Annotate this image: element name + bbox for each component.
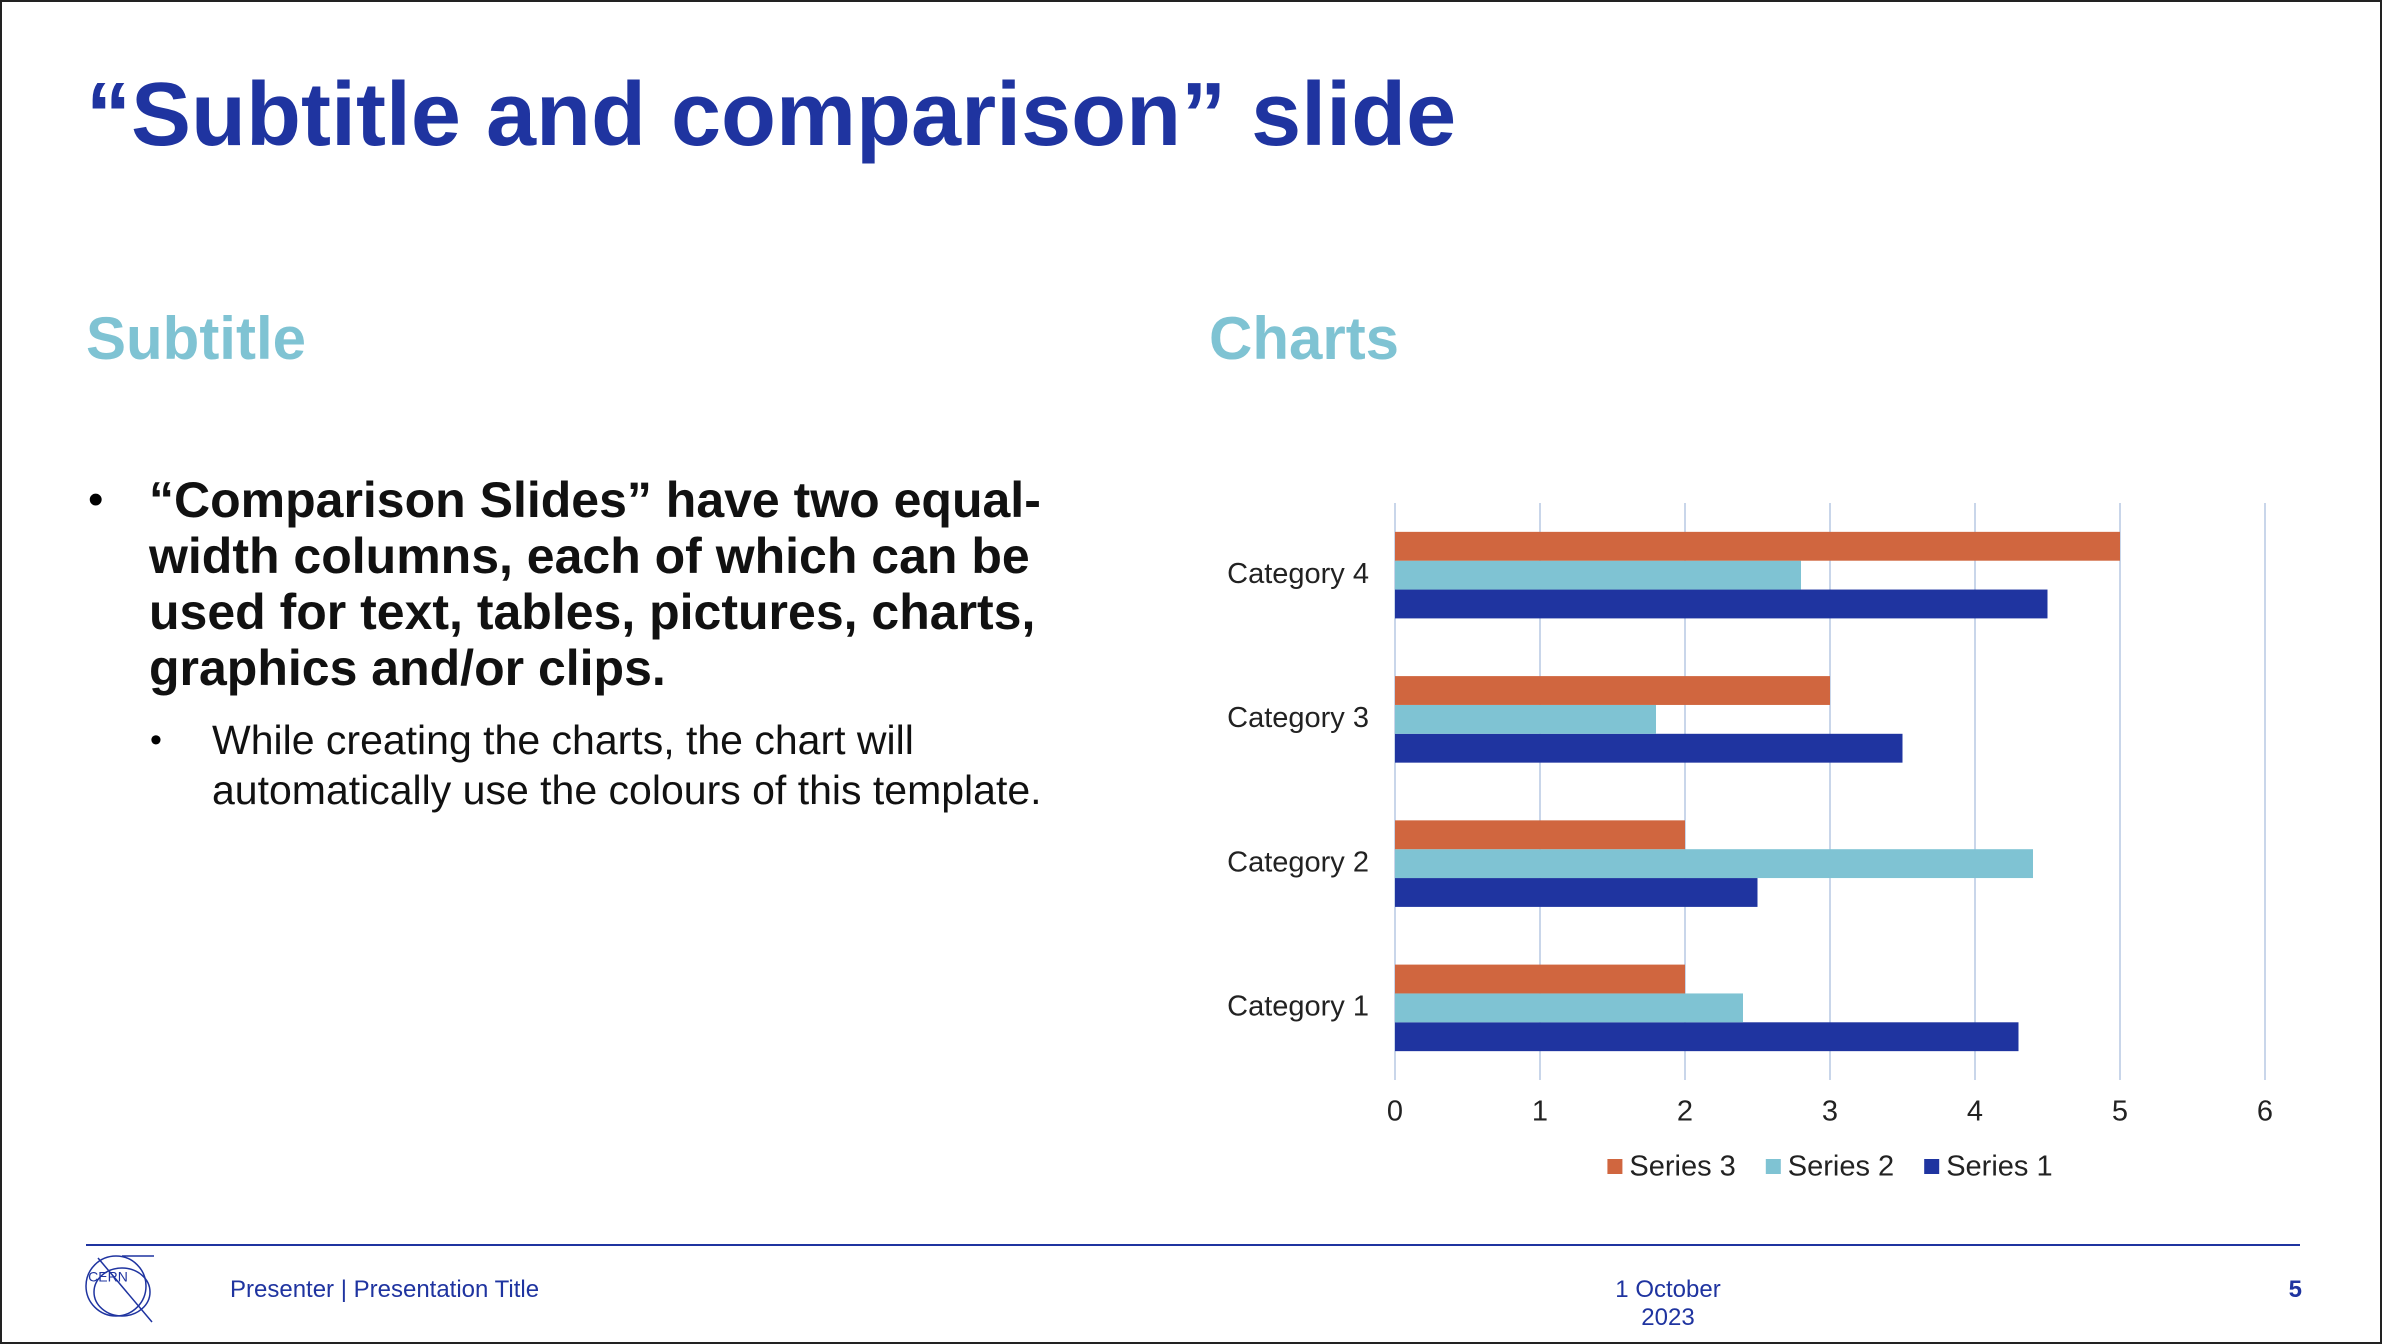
bar xyxy=(1395,964,1685,994)
bullet-dot: • xyxy=(150,721,162,759)
legend-label: Series 1 xyxy=(1946,1151,2052,1183)
bar xyxy=(1395,733,1903,763)
bar xyxy=(1395,820,1685,850)
bar xyxy=(1395,704,1656,734)
legend-swatch xyxy=(1765,1159,1781,1174)
left-subtitle: Subtitle xyxy=(86,305,306,372)
legend-swatch xyxy=(1924,1159,1940,1174)
bullet-dot: • xyxy=(88,475,104,524)
footer-page: 5 xyxy=(2288,1276,2302,1303)
x-tick-label: 1 xyxy=(1532,1096,1548,1128)
logo xyxy=(85,1255,154,1323)
x-tick-label: 0 xyxy=(1387,1096,1403,1128)
logo-text: CERN xyxy=(88,1269,128,1285)
bar xyxy=(1395,849,2033,879)
y-tick-label: Category 4 xyxy=(1227,558,1369,590)
bullet-text: “Comparison Slides” have two equal-width… xyxy=(149,472,1041,696)
x-tick-label: 2 xyxy=(1677,1096,1693,1128)
bar xyxy=(1395,531,2120,561)
footer-date: 1 October 2023 xyxy=(1615,1276,1721,1331)
bar xyxy=(1395,993,1743,1023)
x-tick-label: 4 xyxy=(1967,1096,1983,1128)
slide-title: “Subtitle and comparison” slide xyxy=(86,65,1457,165)
legend-swatch xyxy=(1607,1159,1623,1174)
y-tick-label: Category 2 xyxy=(1227,846,1369,878)
x-tick-label: 3 xyxy=(1822,1096,1838,1128)
legend-label: Series 2 xyxy=(1788,1151,1894,1183)
legend-label: Series 3 xyxy=(1629,1151,1735,1183)
x-tick-label: 6 xyxy=(2257,1096,2273,1128)
right-subtitle: Charts xyxy=(1209,305,1400,372)
footer-presenter: Presenter | Presentation Title xyxy=(230,1276,540,1303)
y-tick-label: Category 1 xyxy=(1227,991,1369,1023)
bar xyxy=(1395,1022,2019,1052)
bar xyxy=(1395,560,1801,590)
bar xyxy=(1395,676,1830,705)
y-tick-label: Category 3 xyxy=(1227,702,1369,734)
x-tick-label: 5 xyxy=(2112,1096,2128,1128)
sub-bullet-text: While creating the charts, the chart wil… xyxy=(212,717,1042,813)
bar xyxy=(1395,878,1758,907)
bar xyxy=(1395,589,2048,619)
